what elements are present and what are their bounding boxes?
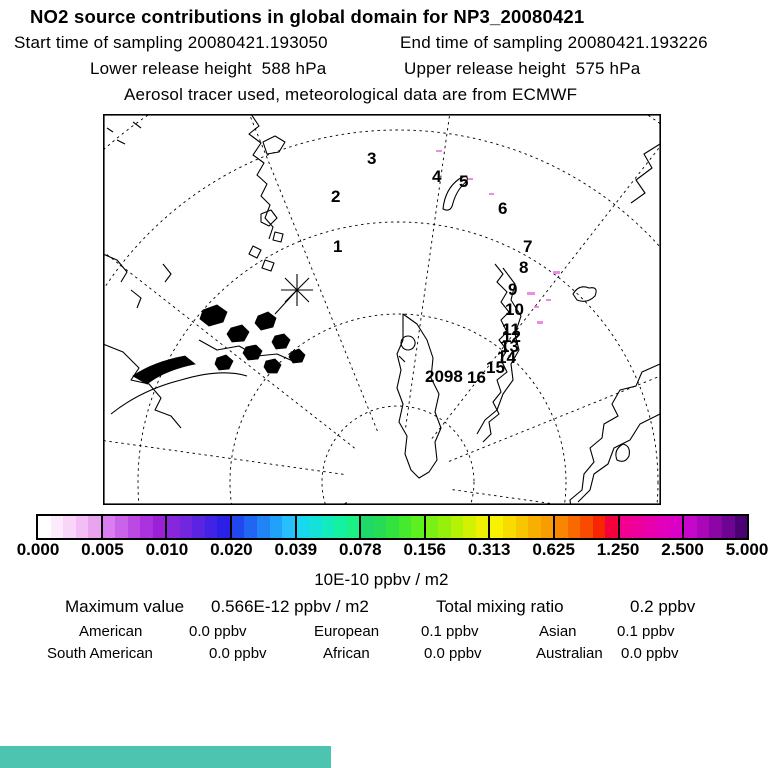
trajectory-label: 13 bbox=[500, 337, 519, 356]
concentration-speck bbox=[489, 193, 494, 195]
region-stat-value: 0.1 ppbv bbox=[421, 623, 479, 640]
colorbar-tick: 0.010 bbox=[145, 540, 189, 559]
page-title: NO2 source contributions in global domai… bbox=[30, 6, 585, 27]
colorbar-segment bbox=[294, 516, 360, 538]
trajectory-label: 14 bbox=[497, 348, 516, 367]
region-stat-label: Asian bbox=[539, 623, 577, 640]
colorbar-tick: 0.313 bbox=[467, 540, 511, 559]
region-stat-label: South American bbox=[47, 645, 153, 662]
colorbar-segment bbox=[165, 516, 230, 538]
release-site-star-icon bbox=[274, 274, 313, 315]
concentration-speck bbox=[534, 306, 539, 308]
colorbar-units: 10E-10 ppbv / m2 bbox=[314, 570, 449, 589]
graticule bbox=[103, 114, 661, 505]
concentration-speck bbox=[537, 321, 543, 324]
colorbar-tick: 0.020 bbox=[210, 540, 253, 559]
colorbar-tick: 1.250 bbox=[596, 540, 640, 559]
colorbar-segment bbox=[229, 516, 295, 538]
region-stat-value: 0.1 ppbv bbox=[617, 623, 675, 640]
colorbar-tick: 0.078 bbox=[338, 540, 382, 559]
upper-release-height: Upper release height 575 hPa bbox=[404, 59, 641, 78]
colorbar-segment bbox=[682, 516, 748, 538]
colorbar-segment bbox=[38, 516, 101, 538]
map-frame bbox=[103, 114, 661, 505]
trajectory-label: 7 bbox=[523, 237, 532, 256]
sampling-end: End time of sampling 20080421.193226 bbox=[400, 33, 708, 52]
lower-release-height: Lower release height 588 hPa bbox=[90, 59, 327, 78]
colorbar-tick: 0.156 bbox=[403, 540, 446, 559]
colorbar-segment bbox=[488, 516, 554, 538]
concentration-speck bbox=[527, 292, 535, 295]
trajectory-label: 6 bbox=[498, 199, 507, 218]
trajectory-label: 8 bbox=[519, 258, 528, 277]
concentration-speck bbox=[546, 299, 551, 301]
region-stat-value: 0.0 ppbv bbox=[209, 645, 267, 662]
total-mixing-ratio-value: 0.2 ppbv bbox=[630, 597, 696, 616]
colorbar-tick: 0.625 bbox=[532, 540, 575, 559]
colorbar-tick: 0.005 bbox=[81, 540, 124, 559]
trajectory-label: 1 bbox=[333, 237, 342, 256]
coastlines bbox=[103, 114, 661, 505]
colorbar-segment bbox=[553, 516, 618, 538]
trajectory-label: 16 bbox=[467, 368, 486, 387]
trajectory-label: 11 bbox=[502, 320, 520, 339]
colorbar-tick: 5.000 bbox=[725, 540, 768, 559]
concentration-speck bbox=[553, 271, 560, 274]
trajectory-label: 10 bbox=[505, 300, 524, 319]
trajectory-label: 5 bbox=[459, 172, 468, 191]
trajectory-label: 4 bbox=[432, 167, 442, 186]
colorbar-segment bbox=[423, 516, 489, 538]
colorbar-segment bbox=[100, 516, 166, 538]
trajectory-label: 2098 bbox=[425, 367, 463, 386]
region-stat-label: European bbox=[314, 623, 380, 640]
region-stat-value: 0.0 ppbv bbox=[621, 645, 679, 662]
total-mixing-ratio-label: Total mixing ratio bbox=[436, 597, 564, 616]
region-stat-value: 0.0 ppbv bbox=[189, 623, 247, 640]
colorbar-segment bbox=[359, 516, 424, 538]
region-stat-value: 0.0 ppbv bbox=[424, 645, 482, 662]
colorbar bbox=[36, 514, 749, 540]
colorbar-segment bbox=[617, 516, 683, 538]
sampling-start: Start time of sampling 20080421.193050 bbox=[14, 33, 328, 52]
concentration-specks bbox=[436, 150, 560, 324]
region-stat-label: Australian bbox=[536, 645, 603, 662]
region-stat-label: American bbox=[79, 623, 143, 640]
trajectory-label: 15 bbox=[486, 358, 505, 377]
region-stat-label: African bbox=[323, 645, 370, 662]
trajectory-label: 12 bbox=[502, 327, 521, 346]
footer-color-bar bbox=[0, 746, 331, 768]
trajectory-label: 3 bbox=[367, 149, 376, 168]
colorbar-ticks: 0.000 0.005 0.010 0.020 0.039 0.078 0.156 0.313… bbox=[0, 540, 768, 560]
tracer-info: Aerosol tracer used, meteorological data… bbox=[124, 85, 578, 104]
colorbar-tick: 0.039 bbox=[274, 540, 318, 559]
colorbar-tick: 0.000 bbox=[16, 540, 60, 559]
trajectory-label: 2 bbox=[331, 187, 340, 206]
max-value-label: Maximum value bbox=[65, 597, 185, 616]
colorbar-tick: 2.500 bbox=[661, 540, 704, 559]
max-value: 0.566E-12 ppbv / m2 bbox=[211, 597, 369, 616]
trajectory-label: 9 bbox=[508, 280, 517, 299]
concentration-speck bbox=[468, 178, 473, 180]
concentration-speck bbox=[436, 150, 442, 152]
